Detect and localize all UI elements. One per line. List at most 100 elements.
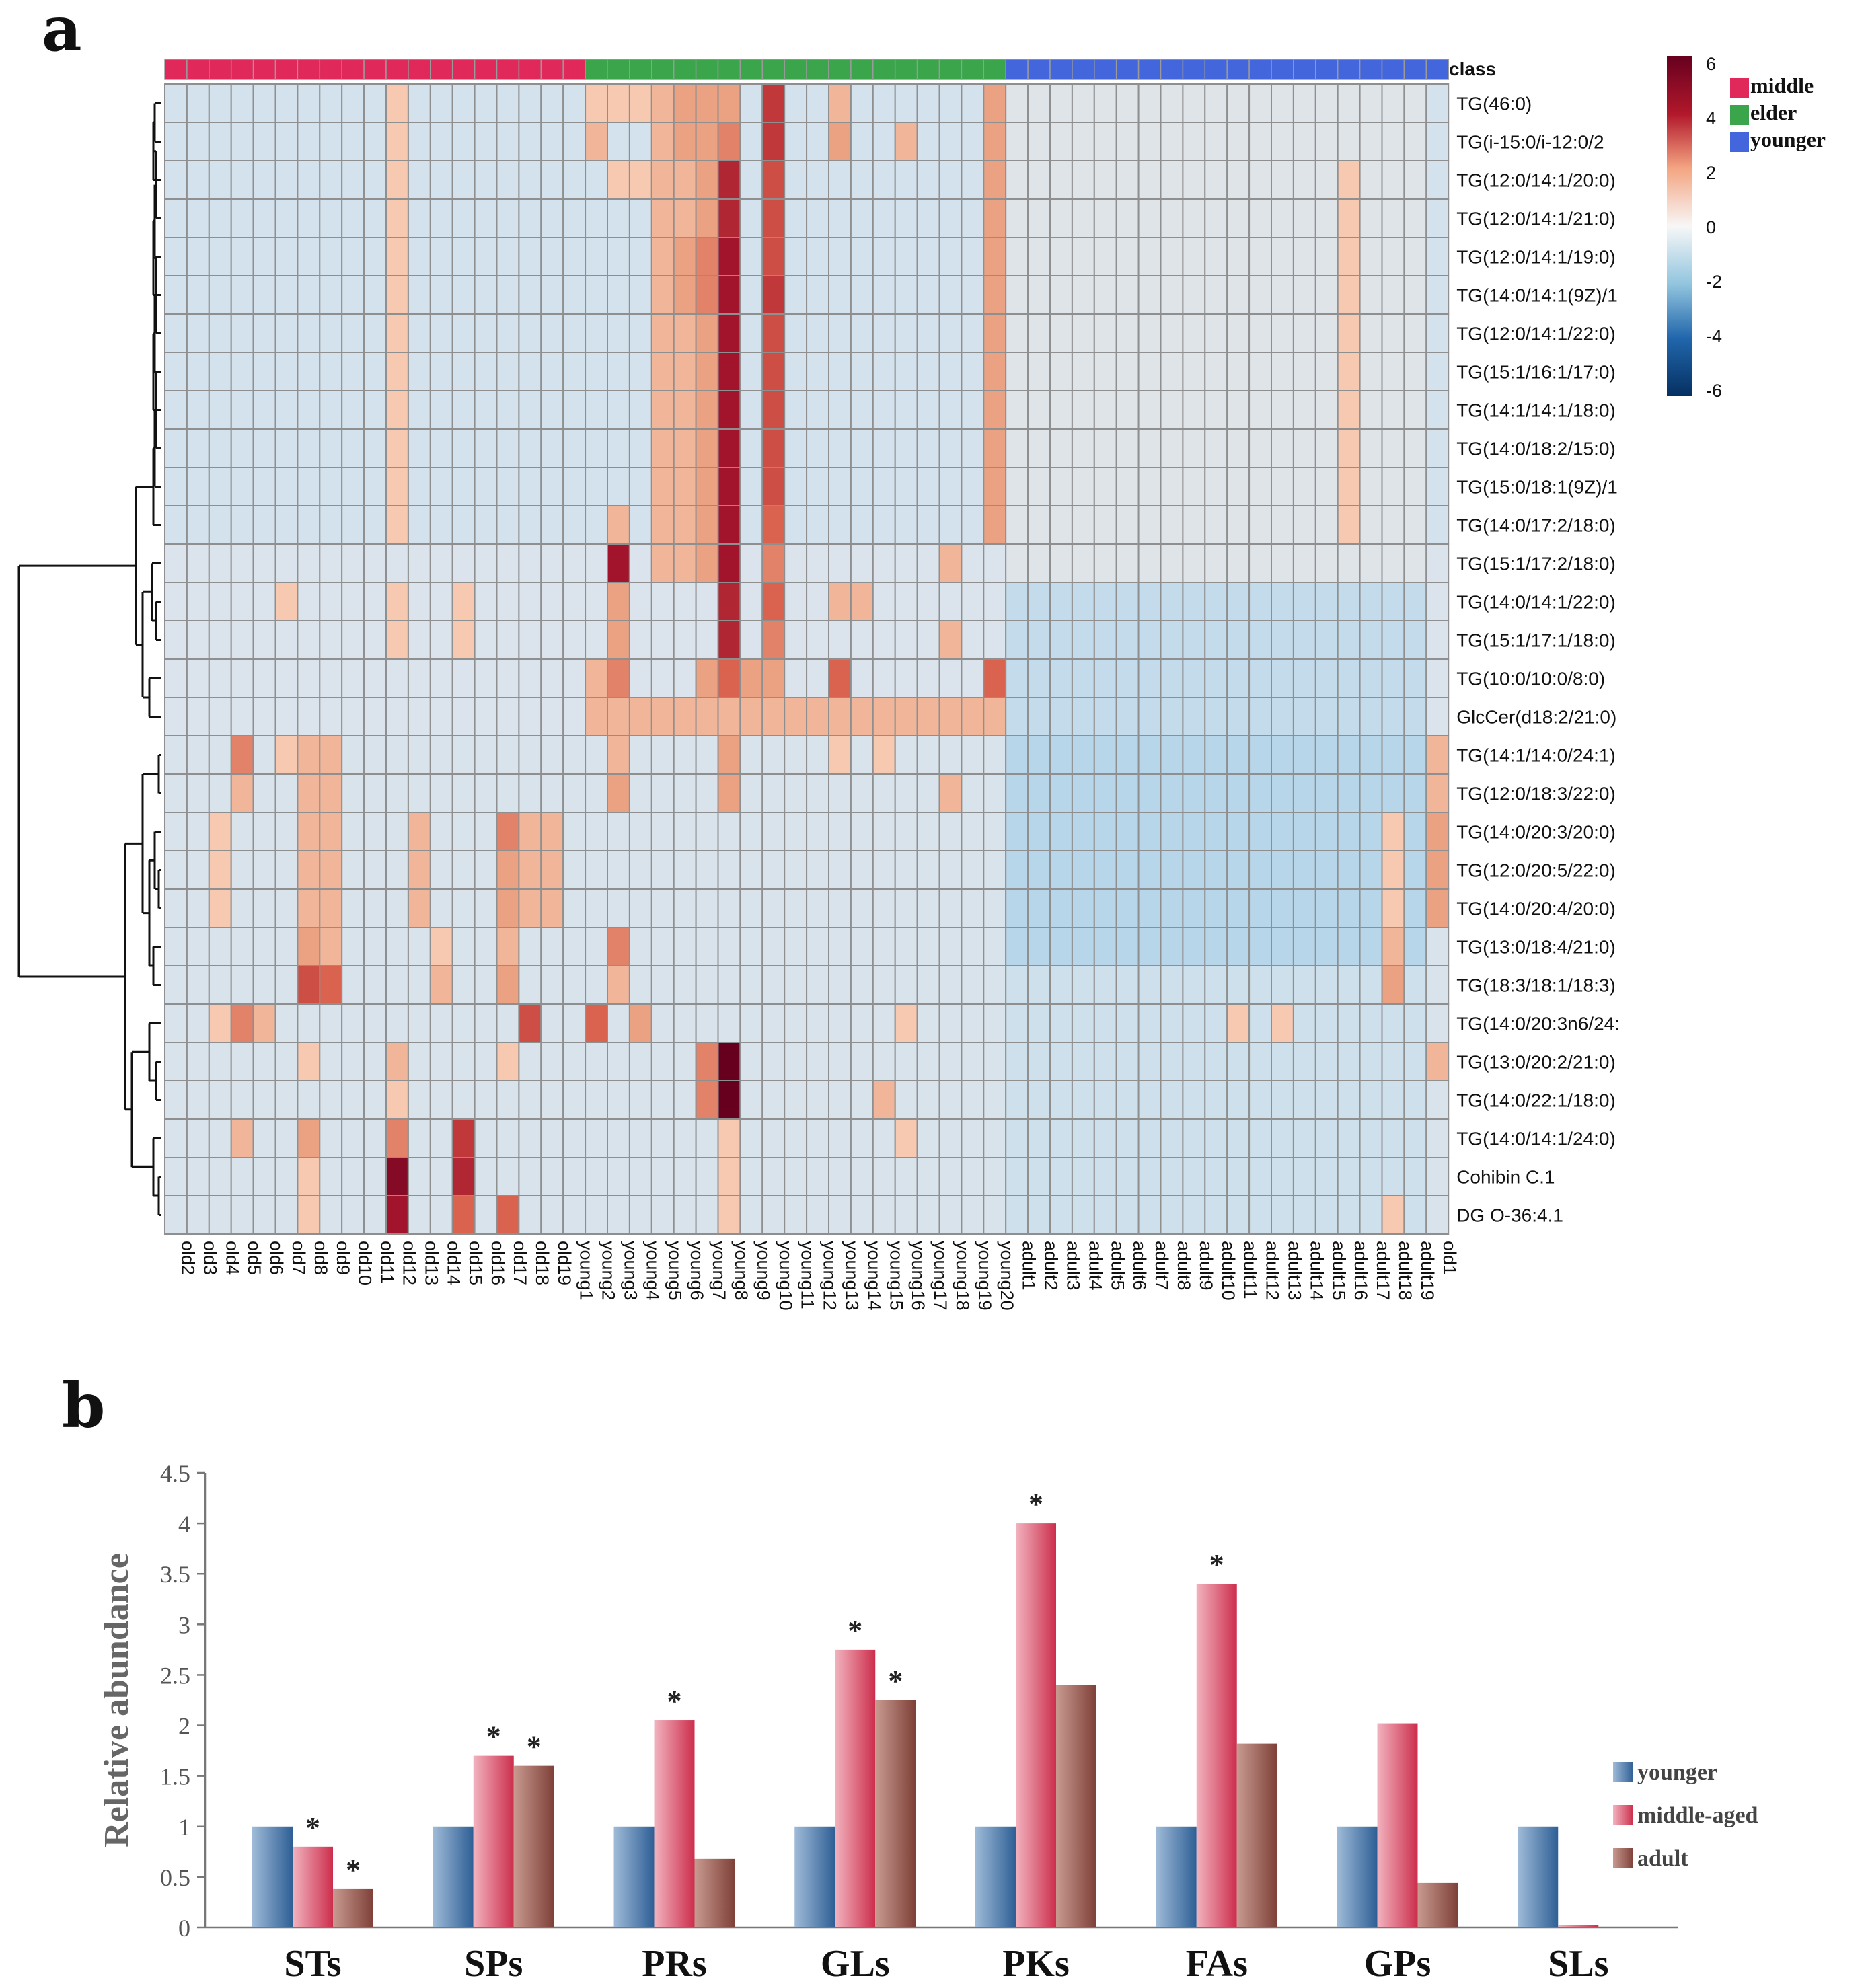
class-cell-young17 [916,59,940,80]
heatmap-cell [1137,543,1162,583]
heatmap-cell [585,582,608,621]
heatmap-cell [496,965,520,1005]
heatmap-cell [739,1003,763,1043]
heatmap-cell [496,198,520,238]
heatmap-cell [186,812,210,851]
class-cell-young10 [761,59,785,80]
column-label: young8 [731,1241,751,1301]
heatmap-cell [407,428,431,468]
heatmap-cell [1271,1003,1294,1043]
heatmap-cell [916,773,940,813]
heatmap-cell [319,735,343,775]
heatmap-cell [628,850,652,890]
heatmap-cell [319,275,343,315]
heatmap-cell [1005,313,1029,353]
heatmap-cell [451,1080,476,1120]
heatmap-cell [916,352,940,391]
heatmap-cell [407,812,431,851]
heatmap-cell [1337,927,1361,966]
heatmap-cell [341,927,365,966]
column-label: old14 [443,1241,463,1285]
heatmap-cell [806,850,829,890]
heatmap-cell [695,1157,719,1196]
heatmap-cell [761,122,786,161]
heatmap-cell [230,467,254,506]
heatmap-cell [319,505,343,545]
heatmap-cell [474,83,498,123]
heatmap-cell [938,927,963,966]
heatmap-cell [274,160,299,200]
heatmap-cell [1271,390,1294,430]
significance-marker: * [305,1811,320,1844]
heatmap-cell [1115,275,1140,315]
heatmap-cell [894,83,918,123]
heatmap-cell [1248,1042,1272,1081]
heatmap-cell [1425,428,1450,468]
heatmap-cell [717,1003,741,1043]
heatmap-cell [872,1003,896,1043]
heatmap-cell [1182,620,1206,660]
heatmap-cell [585,1157,608,1196]
row-label: Cohibin C.1 [1456,1167,1555,1188]
heatmap-cell [1182,428,1206,468]
heatmap-cell [230,1195,254,1235]
heatmap-cell [872,83,896,123]
heatmap-cell [319,1042,343,1081]
heatmap-cell [1115,198,1140,238]
heatmap-cell [806,428,829,468]
heatmap-cell [429,198,453,238]
heatmap-cell [429,697,453,736]
heatmap-cell [872,812,896,851]
heatmap-cell [1049,735,1073,775]
heatmap-cell [585,1118,608,1158]
heatmap-cell [429,313,453,353]
heatmap-cell [585,122,608,161]
heatmap-cell [230,965,254,1005]
heatmap-cell [540,927,564,966]
heatmap-cell [230,697,254,736]
heatmap-cell [1027,160,1051,200]
heatmap-cell [164,313,188,353]
heatmap-cell [784,1080,808,1120]
heatmap-cell [1292,1118,1316,1158]
heatmap-cell [274,352,299,391]
heatmap-cell [1337,1195,1361,1235]
heatmap-cell [451,1118,476,1158]
heatmap-cell [1337,735,1361,775]
heatmap-cell [540,1003,564,1043]
heatmap-cell [1381,275,1405,315]
heatmap-cell [983,198,1007,238]
heatmap-cell [1093,735,1117,775]
heatmap-cell [1049,467,1073,506]
heatmap-cell [474,237,498,276]
heatmap-cell [673,543,697,583]
heatmap-cell [363,1042,387,1081]
heatmap-cell [407,697,431,736]
heatmap-cell [761,965,786,1005]
heatmap-cell [872,965,896,1005]
heatmap-cell [872,467,896,506]
heatmap-cell [363,1118,387,1158]
heatmap-cell [1049,1080,1073,1120]
heatmap-cell [1005,1195,1029,1235]
heatmap-cell [916,122,940,161]
heatmap-cell [673,658,697,698]
heatmap-cell [1182,697,1206,736]
heatmap-cell [806,658,829,698]
heatmap-cell [1226,1118,1251,1158]
heatmap-cell [363,582,387,621]
heatmap-cell [1314,83,1339,123]
heatmap-cell [628,198,652,238]
heatmap-cell [916,1195,940,1235]
heatmap-cell [585,620,608,660]
heatmap-cell [739,122,763,161]
heatmap-cell [916,658,940,698]
heatmap-cell [850,543,874,583]
heatmap-cell [628,428,652,468]
heatmap-cell [341,965,365,1005]
x-category-label: SLs [1548,1943,1608,1985]
heatmap-cell [385,735,409,775]
heatmap-cell [1049,1042,1073,1081]
heatmap-cell [1160,1195,1184,1235]
class-cell-old18 [518,59,542,80]
